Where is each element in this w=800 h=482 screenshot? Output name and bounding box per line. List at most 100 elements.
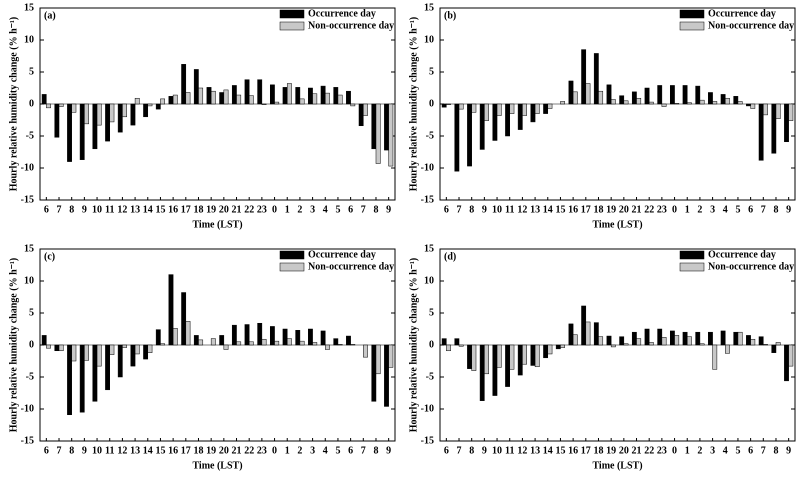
- bar: [210, 338, 216, 346]
- legend-swatch: [279, 262, 305, 272]
- x-tick-label: 8: [469, 204, 474, 215]
- bar: [308, 328, 313, 346]
- bar: [122, 103, 127, 118]
- bar: [758, 336, 764, 346]
- bar: [257, 322, 263, 346]
- y-tick-label: 0: [29, 339, 34, 350]
- x-tick-label: 19: [206, 204, 216, 215]
- x-tick-label: 23: [657, 204, 667, 215]
- bar: [274, 101, 280, 105]
- bar: [572, 91, 578, 105]
- x-tick-label: 23: [257, 204, 267, 215]
- bar: [337, 94, 343, 105]
- bar: [109, 344, 115, 355]
- y-tick-label: 0: [29, 98, 34, 109]
- plot-frame: [39, 248, 396, 442]
- y-tick-label: 5: [429, 307, 434, 318]
- bar: [269, 326, 275, 346]
- bar: [185, 321, 191, 346]
- x-tick-label: 15: [555, 445, 565, 456]
- bar: [193, 335, 199, 346]
- bar: [375, 344, 381, 375]
- x-tick-label: 14: [143, 445, 153, 456]
- x-tick-label: 23: [657, 445, 667, 456]
- bar: [350, 344, 356, 346]
- x-tick-label: 12: [517, 204, 527, 215]
- bar: [168, 96, 174, 105]
- y-axis-label: Hourly relative humidity change (% h⁻¹): [408, 258, 419, 432]
- bar: [771, 103, 777, 154]
- legend-swatch: [679, 262, 705, 272]
- bar: [312, 93, 318, 105]
- bar: [371, 103, 377, 150]
- x-tick-label: 3: [710, 445, 715, 456]
- bar: [117, 344, 123, 378]
- bar: [454, 103, 460, 172]
- bar: [236, 94, 242, 105]
- x-tick-label: 5: [735, 445, 740, 456]
- x-tick-label: 16: [168, 204, 178, 215]
- x-axis-label: Time (LST): [592, 219, 642, 230]
- x-tick-label: 16: [568, 445, 578, 456]
- x-tick-label: 6: [444, 445, 449, 456]
- y-axis-label: Hourly relative humidity change (% h⁻¹): [8, 17, 19, 191]
- bar: [446, 344, 451, 352]
- bar: [350, 103, 356, 107]
- bar: [71, 344, 77, 362]
- bar: [134, 97, 140, 105]
- legend-label: Occurrence day: [308, 8, 376, 19]
- bar: [581, 305, 587, 346]
- bar: [585, 83, 591, 105]
- legend-label: Occurrence day: [308, 249, 376, 260]
- panel-label: (b): [444, 10, 456, 21]
- bar: [543, 344, 549, 359]
- bar: [172, 328, 178, 346]
- x-tick-label: 15: [555, 204, 565, 215]
- bar: [530, 103, 536, 123]
- y-tick-label: -10: [21, 162, 34, 173]
- bar: [210, 90, 216, 105]
- x-tick-label: 6: [444, 204, 449, 215]
- y-tick-label: 5: [29, 66, 34, 77]
- x-tick-label: 4: [323, 445, 328, 456]
- bar: [657, 328, 663, 346]
- y-tick-label: -5: [26, 371, 34, 382]
- bar: [547, 344, 553, 355]
- x-tick-label: 6: [748, 204, 753, 215]
- bar: [543, 103, 549, 114]
- bar: [517, 103, 523, 130]
- bar: [231, 324, 237, 346]
- bar: [143, 103, 149, 118]
- bar: [41, 335, 47, 346]
- bar: [358, 103, 364, 127]
- bar: [71, 103, 77, 113]
- bar: [593, 322, 599, 346]
- x-tick-label: 21: [632, 445, 642, 456]
- bar: [610, 344, 616, 348]
- bar: [155, 103, 161, 110]
- bar: [84, 344, 89, 361]
- bar: [130, 103, 136, 126]
- bar: [496, 103, 502, 116]
- bar: [346, 335, 351, 346]
- bar: [282, 328, 288, 346]
- bar: [371, 344, 377, 402]
- bar: [484, 344, 489, 375]
- bar: [733, 331, 739, 346]
- bar: [92, 103, 98, 150]
- bar: [725, 97, 730, 105]
- bar: [788, 344, 794, 367]
- bar: [308, 87, 313, 105]
- bar: [648, 342, 654, 346]
- x-tick-label: 17: [181, 445, 191, 456]
- bar: [492, 103, 498, 141]
- x-tick-label: 8: [773, 445, 778, 456]
- bar: [198, 339, 204, 346]
- bar: [41, 94, 47, 105]
- x-tick-label: 10: [492, 204, 502, 215]
- x-tick-label: 1: [285, 204, 290, 215]
- bar: [725, 344, 730, 354]
- plot-frame: [439, 248, 796, 442]
